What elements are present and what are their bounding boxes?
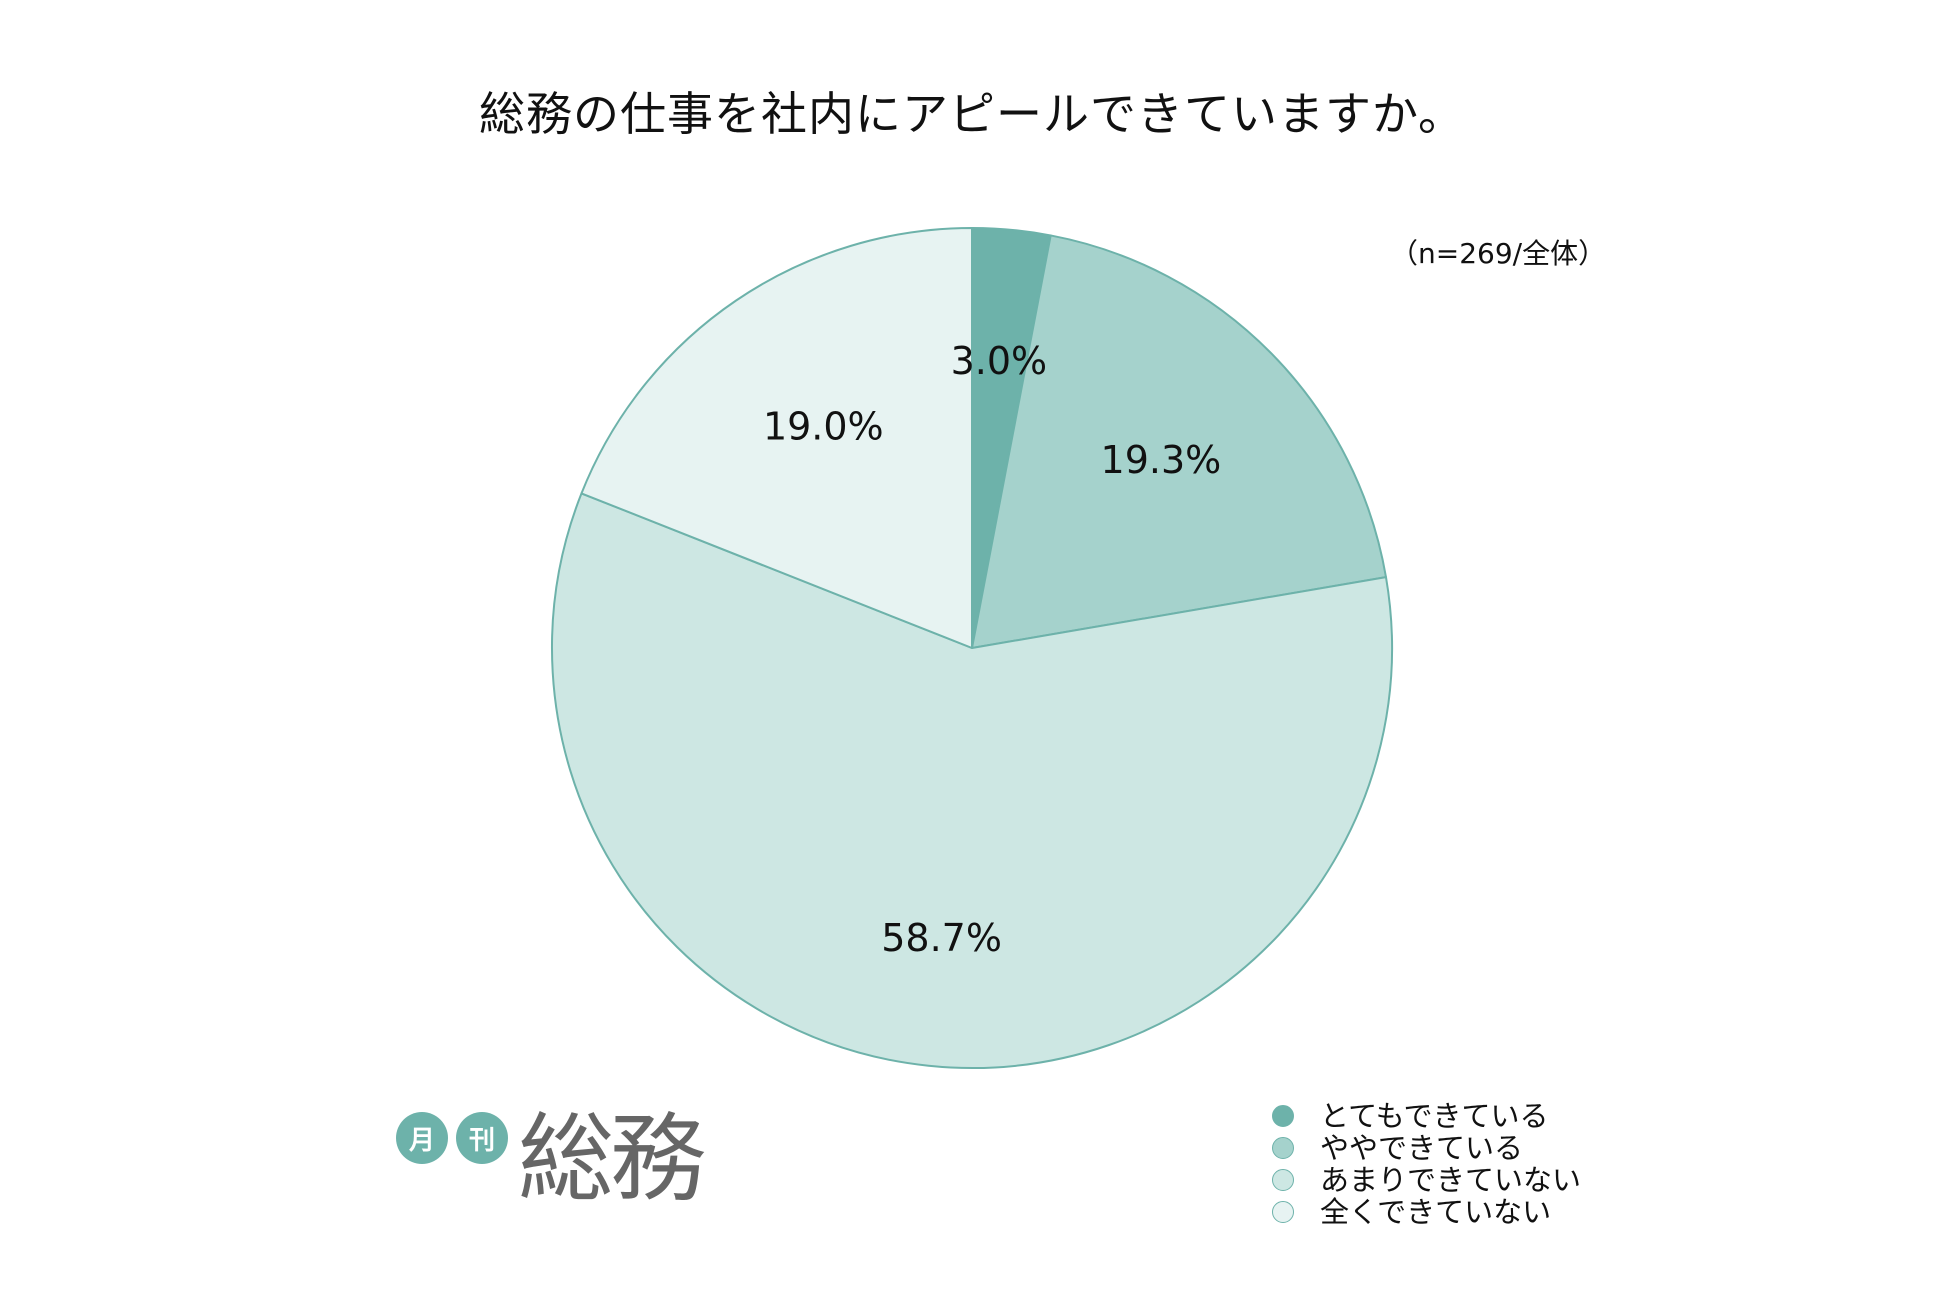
legend-label: ややできている [1320, 1131, 1524, 1165]
legend-marker [1272, 1169, 1294, 1191]
pie-slice [580, 227, 973, 649]
slice-value-label: 19.3% [1101, 438, 1222, 482]
logo-badge-month: 月 [396, 1112, 448, 1164]
pie-slices [551, 227, 1393, 1069]
legend-item: ややできている [1272, 1132, 1581, 1164]
slice-value-label: 58.7% [881, 916, 1002, 960]
legend-marker [1272, 1105, 1294, 1127]
chart-legend: とてもできている ややできている あまりできていない 全くできていない [1272, 1100, 1581, 1228]
legend-label: 全くできていない [1320, 1195, 1552, 1229]
legend-marker [1272, 1201, 1294, 1223]
slice-value-label: 3.0% [951, 339, 1048, 383]
legend-item: とてもできている [1272, 1100, 1581, 1132]
pie-slice [971, 234, 1387, 649]
logo-badge-publication: 刊 [456, 1112, 508, 1164]
logo-wordmark: 総務 [518, 1103, 706, 1215]
legend-item: 全くできていない [1272, 1196, 1581, 1228]
pie-data-labels: 3.0% 19.3% 58.7% 19.0% [763, 339, 1221, 960]
publisher-logo: 月 刊 総務 [396, 1104, 706, 1220]
legend-label: とてもできている [1320, 1099, 1549, 1133]
chart-title: 総務の仕事を社内にアピールできていますか。 [478, 87, 1466, 141]
legend-item: あまりできていない [1272, 1164, 1581, 1196]
legend-marker [1272, 1137, 1294, 1159]
sample-size-note: （n=269/全体） [1390, 237, 1607, 270]
slice-value-label: 19.0% [763, 405, 884, 449]
pie-slice [551, 492, 1393, 1069]
legend-label: あまりできていない [1320, 1163, 1582, 1197]
